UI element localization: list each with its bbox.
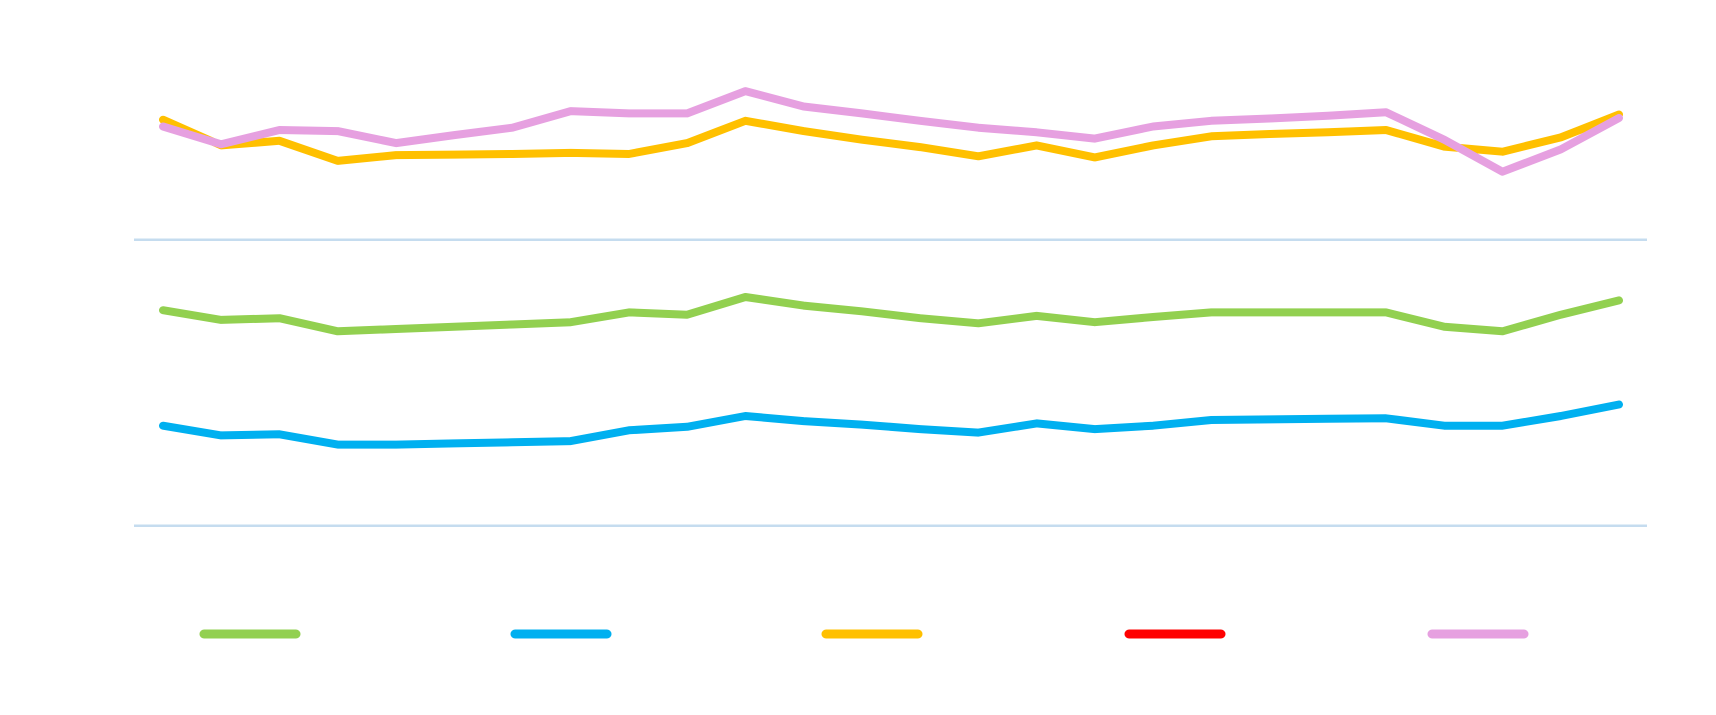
series-line — [159, 87, 1623, 176]
series-line — [159, 400, 1623, 449]
series-line — [159, 110, 1623, 165]
series-line — [159, 293, 1623, 336]
